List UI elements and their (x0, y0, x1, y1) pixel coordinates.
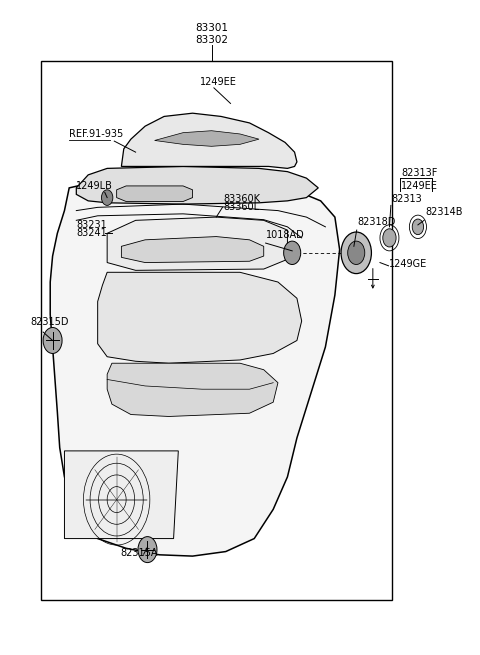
Polygon shape (64, 451, 179, 538)
Circle shape (43, 328, 62, 354)
Circle shape (348, 241, 365, 265)
Text: 82315D: 82315D (30, 318, 69, 328)
Text: 82313F: 82313F (401, 168, 438, 178)
Text: 83231: 83231 (76, 220, 107, 230)
Circle shape (138, 536, 157, 563)
Polygon shape (121, 236, 264, 263)
Circle shape (412, 219, 424, 234)
Polygon shape (107, 364, 278, 417)
Polygon shape (117, 186, 192, 202)
Polygon shape (107, 217, 288, 271)
Polygon shape (97, 272, 301, 364)
Text: 82315A: 82315A (120, 548, 158, 558)
Text: 83301
83302: 83301 83302 (195, 24, 228, 45)
Polygon shape (50, 178, 340, 556)
Text: 83360K: 83360K (223, 194, 260, 204)
FancyArrowPatch shape (372, 269, 374, 288)
Text: 1249EE: 1249EE (401, 181, 438, 191)
Polygon shape (76, 166, 318, 204)
Circle shape (383, 229, 396, 247)
Text: 1018AD: 1018AD (266, 230, 305, 240)
Text: 1249GE: 1249GE (389, 259, 428, 269)
Circle shape (284, 241, 301, 265)
Text: REF.91-935: REF.91-935 (69, 129, 123, 139)
Text: 1249LB: 1249LB (76, 181, 113, 191)
Polygon shape (121, 113, 297, 168)
Text: 83360L: 83360L (223, 202, 260, 212)
Text: 82313: 82313 (392, 194, 422, 204)
Bar (41, 61, 392, 600)
Text: 83241: 83241 (76, 228, 107, 238)
Polygon shape (155, 131, 259, 146)
Text: 82318D: 82318D (358, 217, 396, 227)
Text: 1249EE: 1249EE (200, 77, 237, 87)
Circle shape (341, 232, 372, 274)
Text: 82314B: 82314B (425, 207, 463, 217)
Circle shape (101, 190, 113, 206)
